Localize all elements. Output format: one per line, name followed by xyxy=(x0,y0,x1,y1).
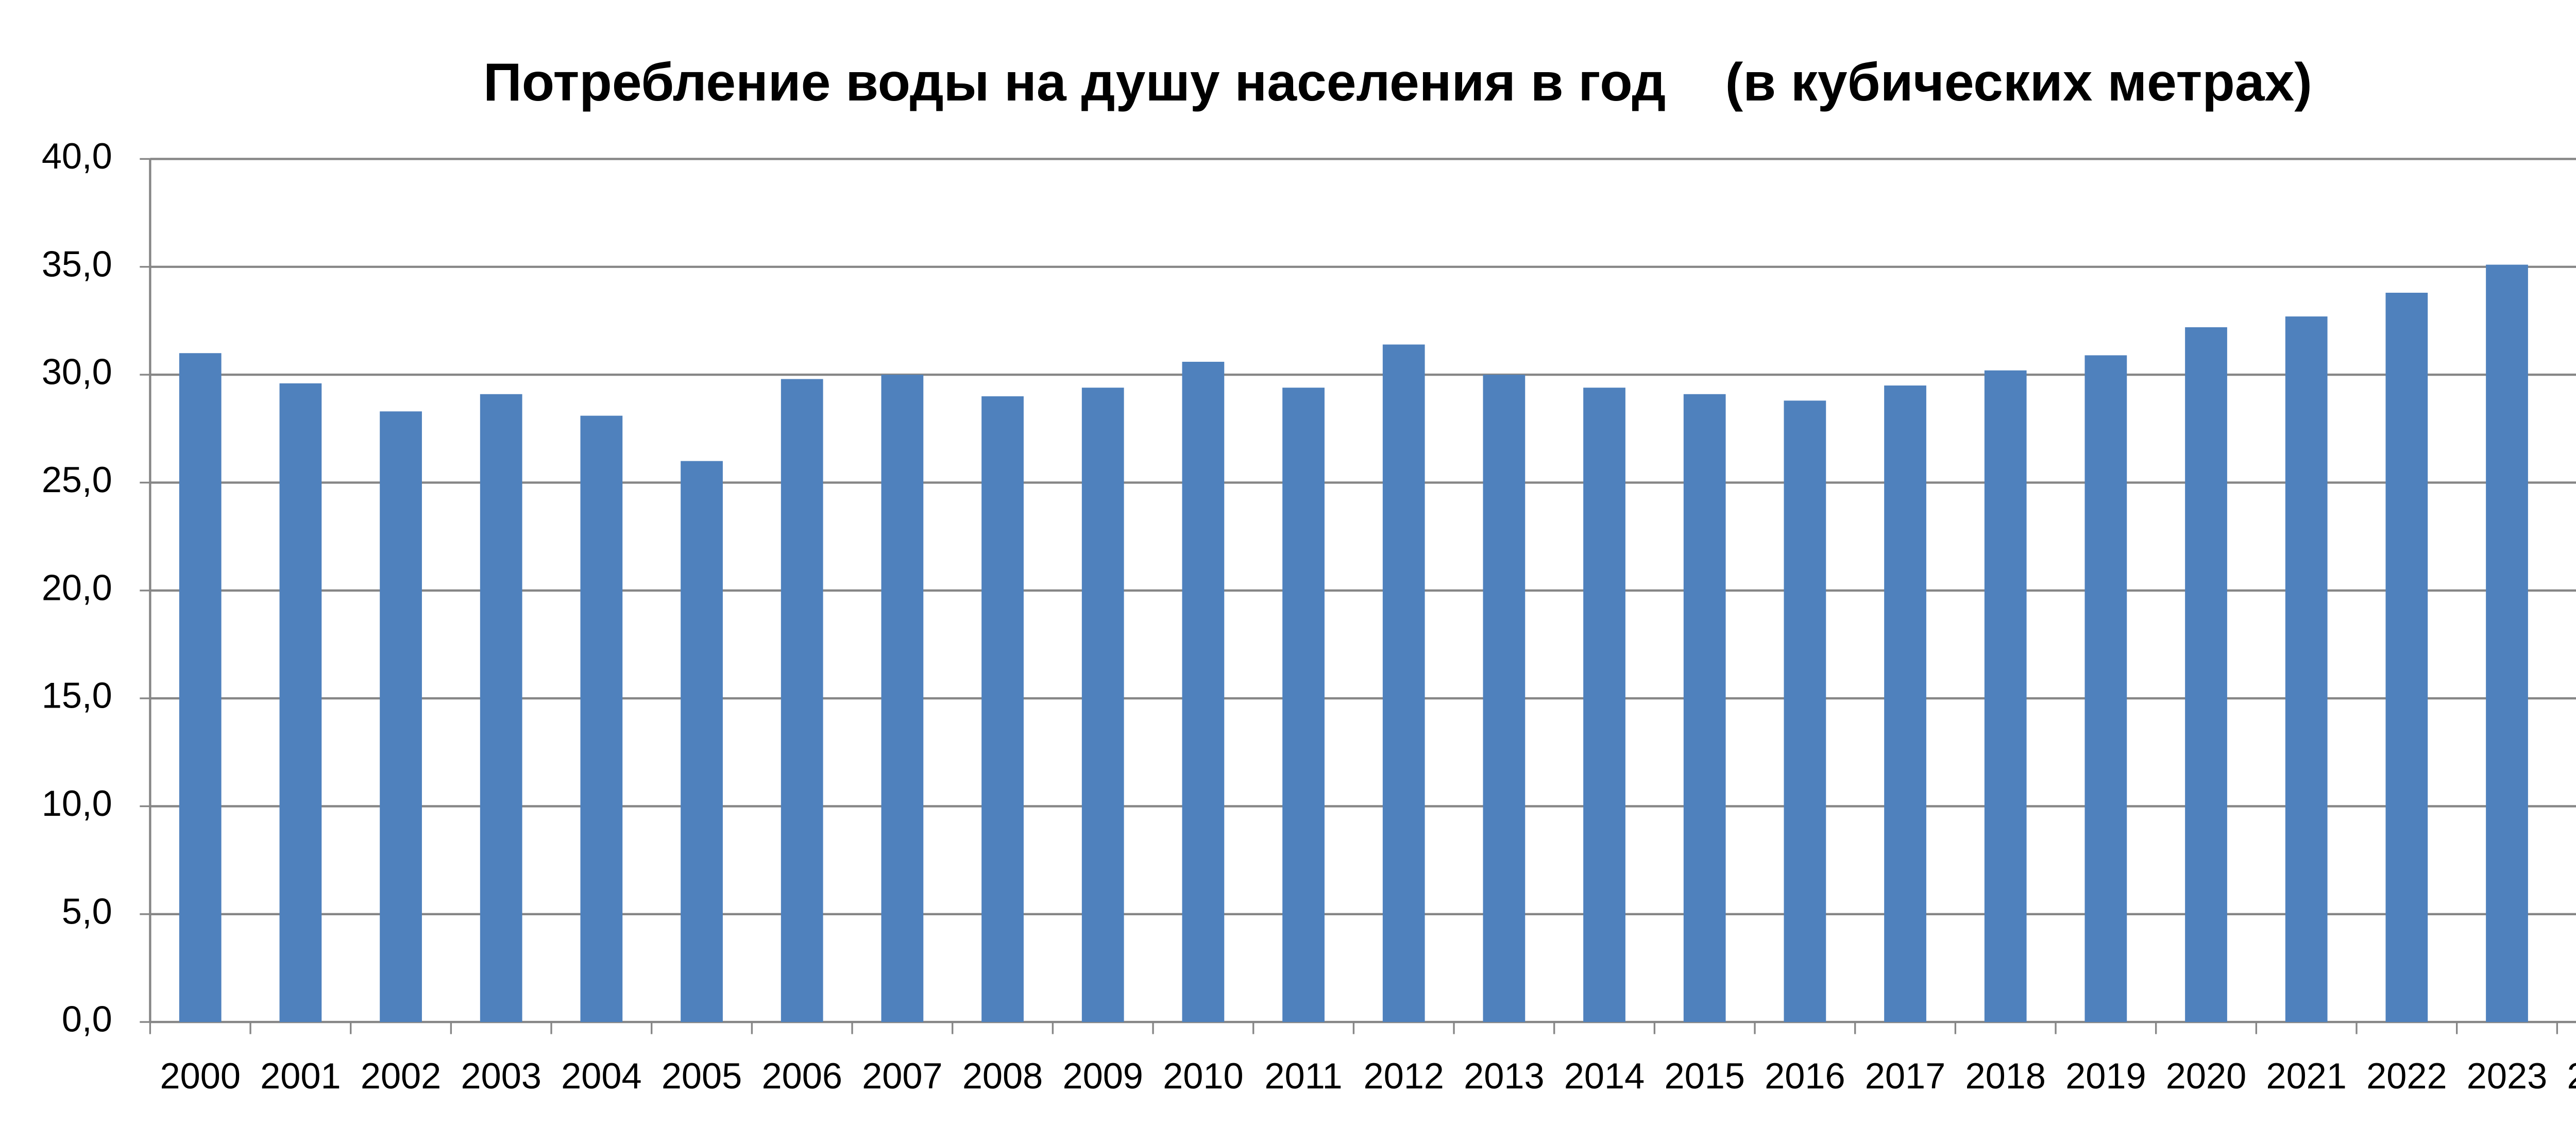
x-tick-label: 2023 xyxy=(2467,1055,2547,1096)
bar xyxy=(1282,388,1325,1022)
x-tick-label: 2010 xyxy=(1163,1055,1243,1096)
x-tick-label: 2017 xyxy=(1865,1055,1945,1096)
x-tick-label: 2016 xyxy=(1765,1055,1845,1096)
bar xyxy=(179,353,222,1022)
x-tick-label: 2009 xyxy=(1062,1055,1143,1096)
bar xyxy=(781,379,823,1022)
x-tick-label: 2018 xyxy=(1965,1055,2045,1096)
y-tick-label: 10,0 xyxy=(42,783,112,824)
x-tick-label: 2012 xyxy=(1363,1055,1444,1096)
bar xyxy=(1984,370,2027,1022)
bar xyxy=(380,411,422,1022)
bar xyxy=(2486,264,2528,1022)
x-tick-label: 2015 xyxy=(1664,1055,1744,1096)
y-tick-label: 30,0 xyxy=(42,351,112,392)
x-tick-label: 2000 xyxy=(160,1055,241,1096)
chart-title: Потребление воды на душу населения в год… xyxy=(483,53,2312,112)
bar xyxy=(981,396,1024,1022)
x-tick-label: 2004 xyxy=(561,1055,641,1096)
x-tick-label: 2021 xyxy=(2266,1055,2346,1096)
bar xyxy=(1884,385,1926,1022)
x-tick-label: 2001 xyxy=(260,1055,341,1096)
bar xyxy=(480,394,522,1022)
bar xyxy=(1784,400,1826,1022)
x-tick-label: 2006 xyxy=(761,1055,842,1096)
x-tick-label: 2011 xyxy=(1264,1055,1342,1096)
bar xyxy=(1683,394,1726,1022)
bar xyxy=(2185,327,2227,1022)
x-tick-label: 2002 xyxy=(361,1055,441,1096)
x-tick-label: 2020 xyxy=(2166,1055,2246,1096)
x-tick-label: 2019 xyxy=(2065,1055,2146,1096)
y-tick-label: 35,0 xyxy=(42,243,112,284)
y-tick-label: 15,0 xyxy=(42,675,112,716)
y-tick-label: 40,0 xyxy=(42,136,112,176)
x-tick-label: 2003 xyxy=(461,1055,541,1096)
bar xyxy=(681,461,723,1022)
x-tick-label: 2014 xyxy=(1564,1055,1645,1096)
bar xyxy=(1382,344,1425,1022)
bar xyxy=(279,383,322,1022)
x-tick-label: 2024 xyxy=(2567,1055,2576,1096)
bar xyxy=(1483,375,1526,1022)
bar xyxy=(1182,361,1225,1022)
x-tick-label: 2013 xyxy=(1464,1055,1544,1096)
bar xyxy=(1583,388,1625,1022)
y-tick-label: 0,0 xyxy=(62,999,112,1039)
bar xyxy=(2084,355,2127,1022)
x-tick-label: 2007 xyxy=(862,1055,942,1096)
x-tick-label: 2022 xyxy=(2366,1055,2447,1096)
x-tick-label: 2005 xyxy=(662,1055,742,1096)
bar xyxy=(881,375,924,1022)
bar xyxy=(580,415,623,1022)
y-tick-label: 25,0 xyxy=(42,459,112,500)
bar xyxy=(2385,293,2428,1022)
y-tick-label: 20,0 xyxy=(42,567,112,608)
x-tick-label: 2008 xyxy=(962,1055,1043,1096)
bar xyxy=(2285,316,2328,1022)
bar xyxy=(1081,388,1124,1022)
y-tick-label: 5,0 xyxy=(62,891,112,931)
